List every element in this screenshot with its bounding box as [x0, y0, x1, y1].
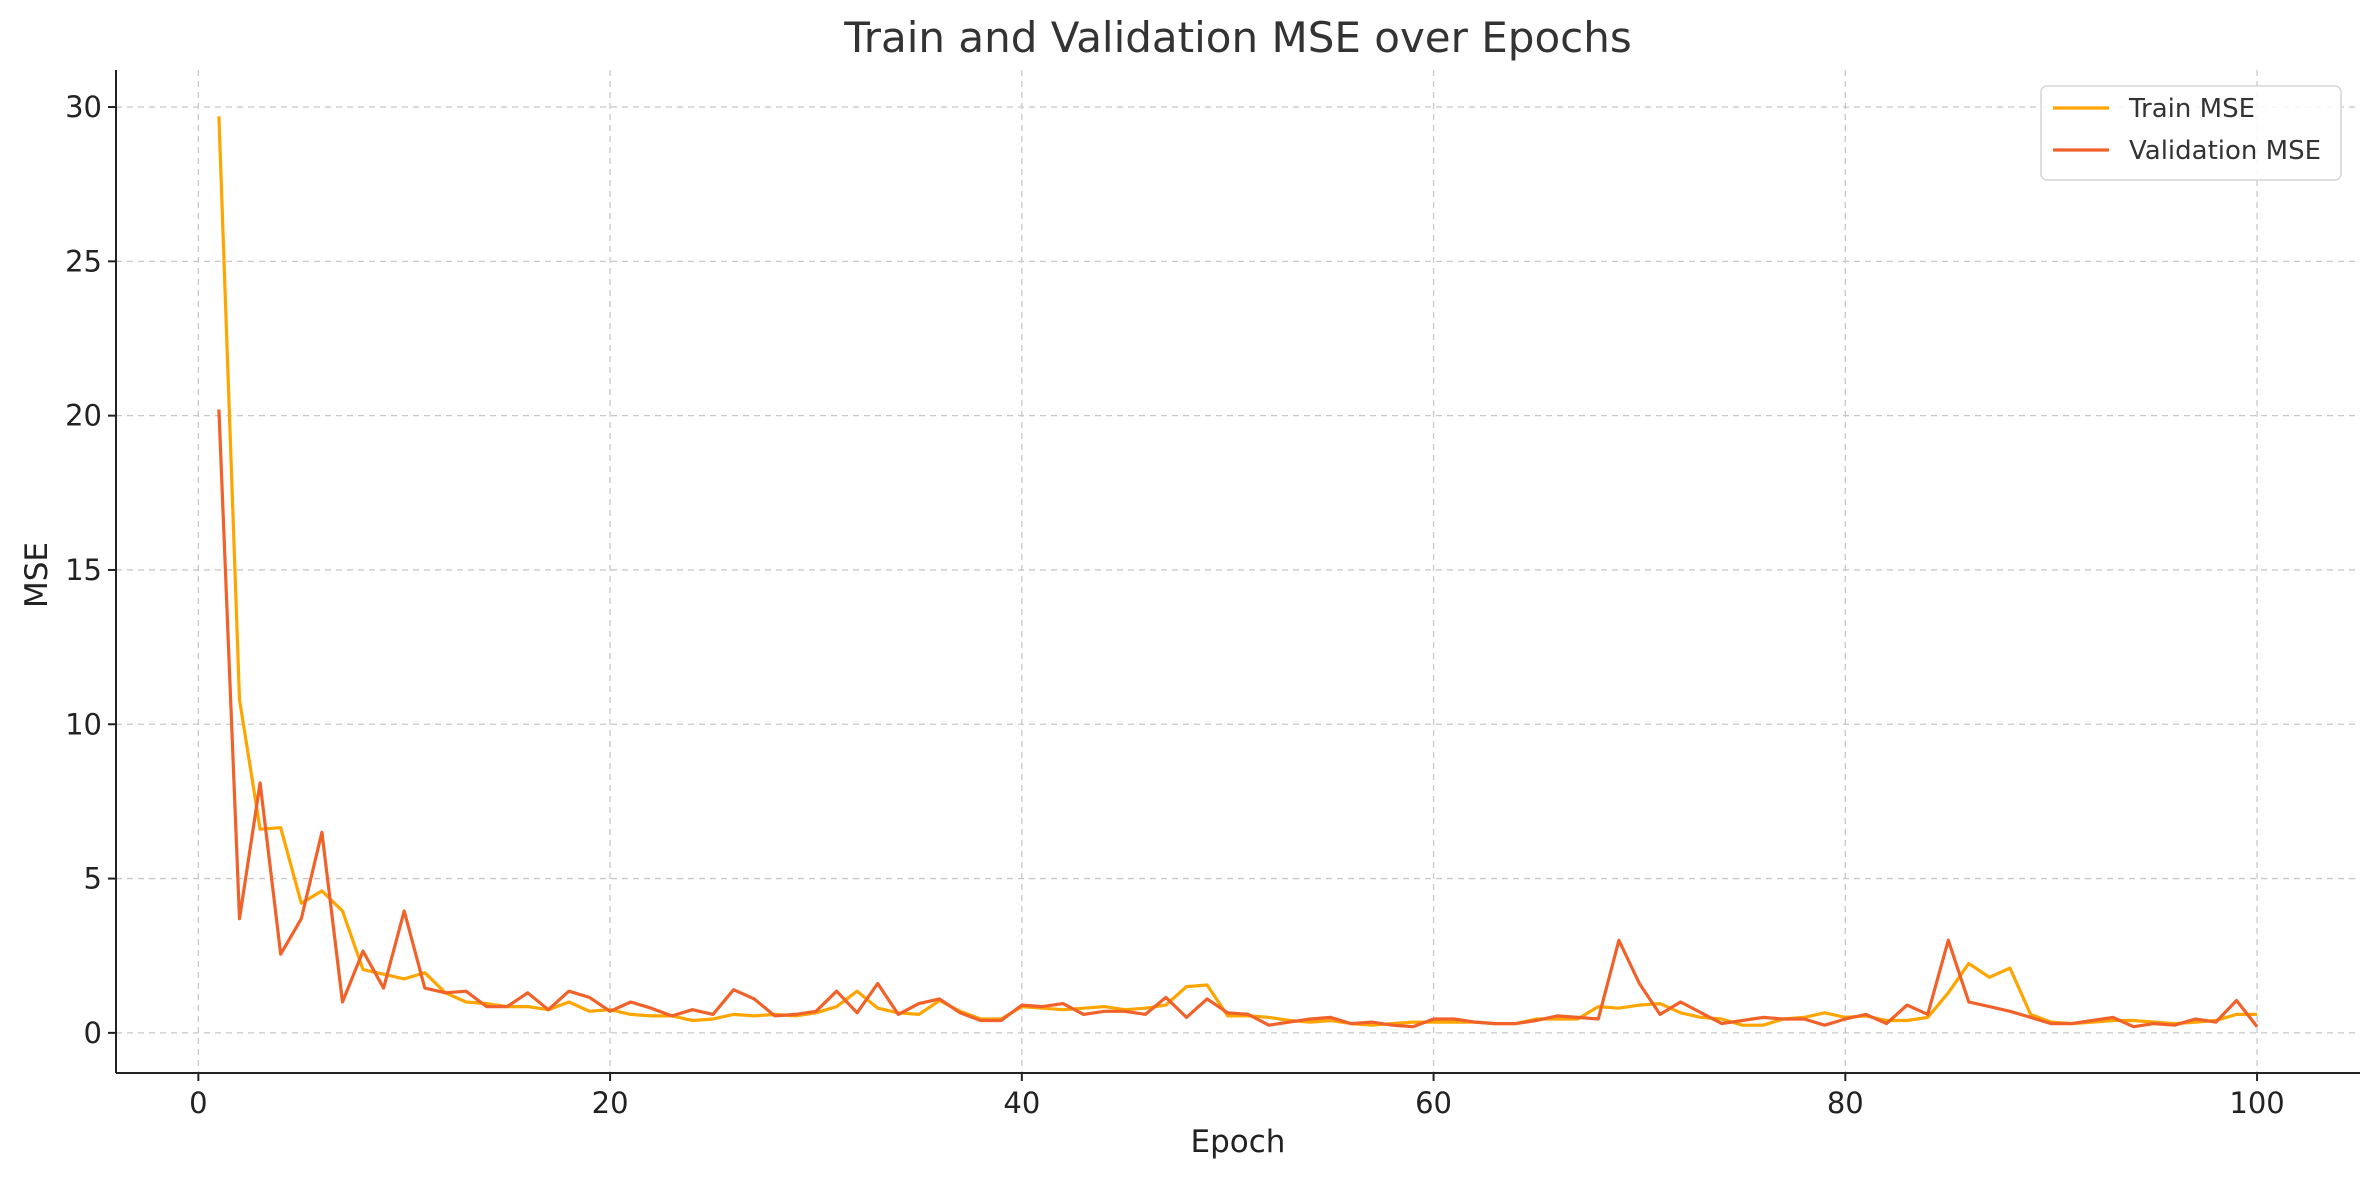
y-tick-label: 5: [84, 862, 102, 896]
series-line-1: [217, 409, 2259, 1029]
y-tick-label: 10: [65, 707, 102, 741]
legend: Train MSE Validation MSE: [2040, 85, 2342, 181]
y-tick-label: 30: [65, 90, 102, 124]
y-tick-label: 20: [65, 399, 102, 433]
legend-label: Train MSE: [2128, 94, 2255, 124]
x-tick-label: 80: [1827, 1086, 1864, 1120]
legend-label: Validation MSE: [2129, 136, 2321, 166]
x-tick-label: 60: [1415, 1086, 1452, 1120]
chart-title: Train and Validation MSE over Epochs: [843, 13, 1632, 62]
grid-lines: [116, 70, 2360, 1073]
y-tick-label: 25: [65, 244, 102, 278]
x-tick-label: 0: [189, 1086, 207, 1120]
x-tick-label: 100: [2229, 1086, 2284, 1120]
legend-box: [2040, 85, 2342, 181]
x-tick-label: 20: [592, 1086, 629, 1120]
series-line-0: [217, 116, 2258, 1027]
tick-labels: 0 20 40 60 80 100 0 5 10 15 20 25 30: [65, 90, 2285, 1120]
axes: [108, 70, 2360, 1081]
x-axis-label: Epoch: [1191, 1124, 1286, 1160]
y-tick-label: 0: [84, 1016, 102, 1050]
series-lines: [217, 116, 2259, 1029]
y-tick-label: 15: [65, 553, 102, 587]
y-axis-label: MSE: [19, 542, 55, 608]
x-tick-label: 40: [1003, 1086, 1040, 1120]
